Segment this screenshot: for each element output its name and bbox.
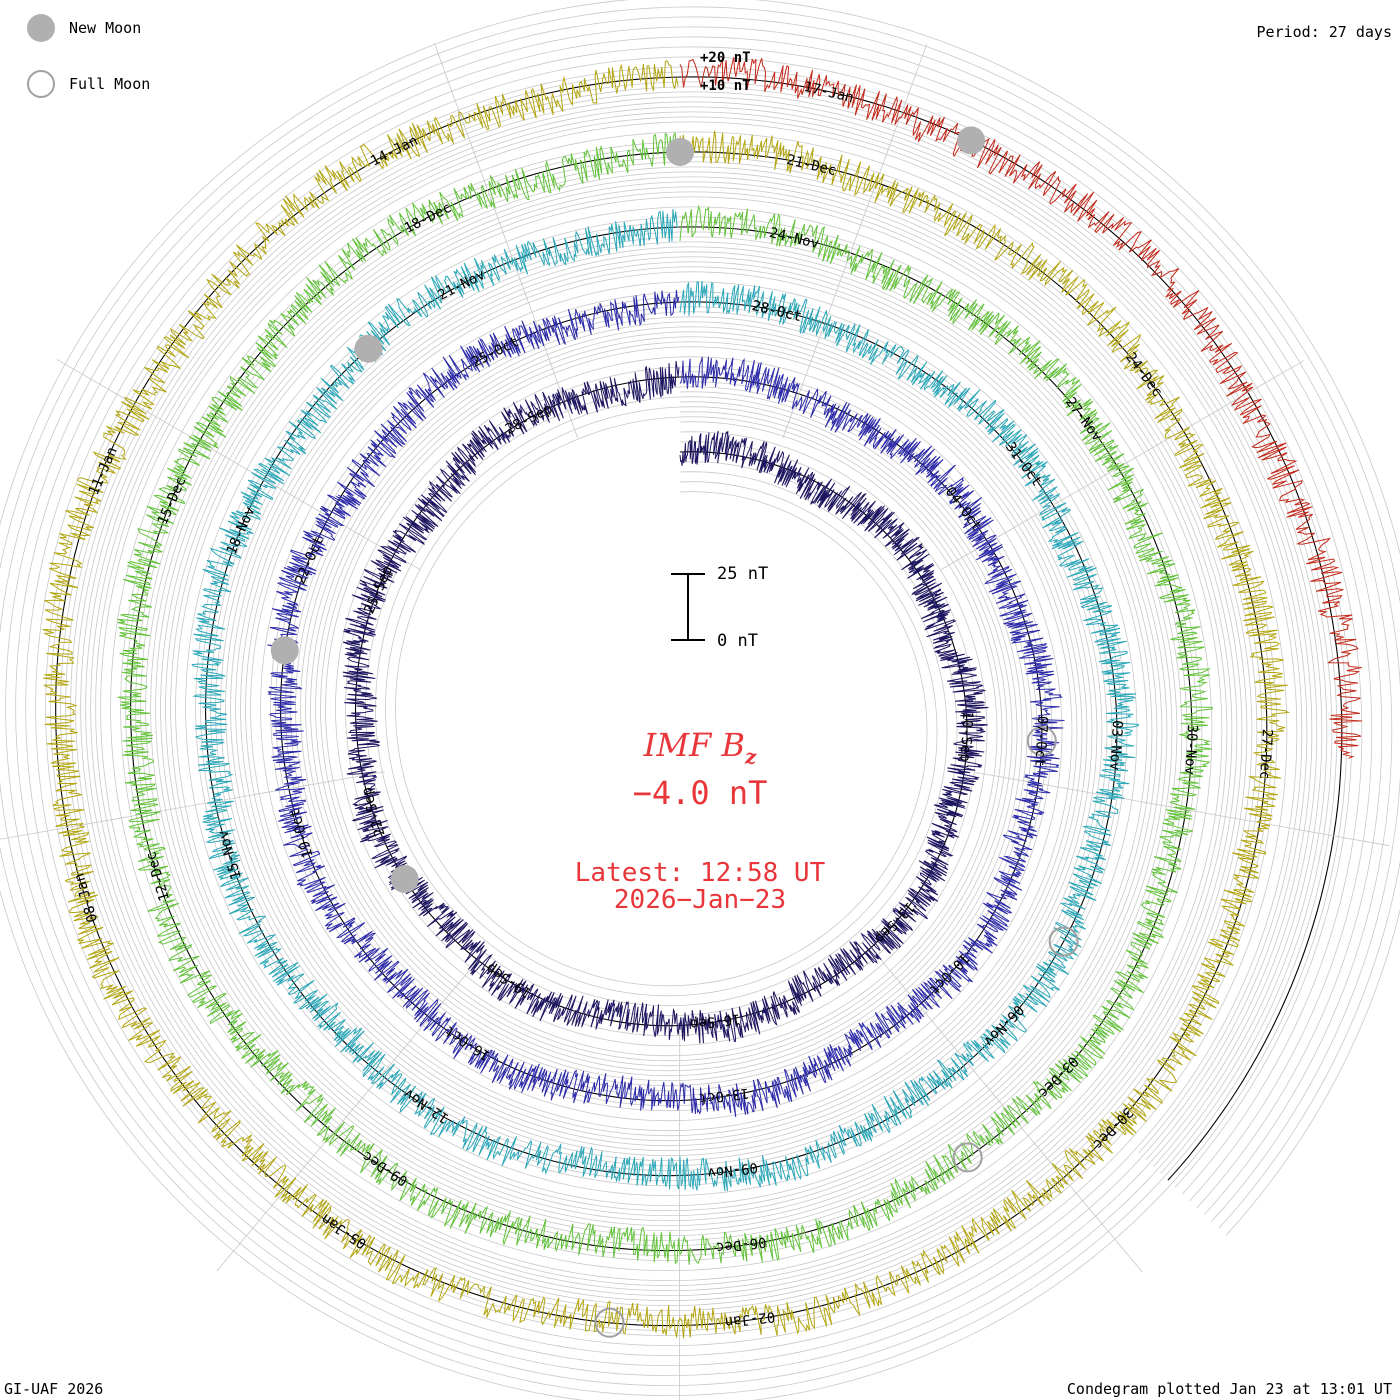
latest-time: Latest: 12:58 UT (574, 858, 826, 888)
period-label: Period: 27 days (1256, 23, 1392, 41)
parameter-name: IMF Bz (0, 726, 1400, 768)
grid-ring (75, 96, 1323, 1306)
plotted-label: Condegram plotted Jan 23 at 13:01 UT (1066, 1380, 1392, 1398)
day-label: 10-Sep (957, 711, 976, 762)
outer-ring-label: +20 nT (700, 50, 751, 66)
grid-spoke (0, 771, 385, 840)
series-line-6 (679, 57, 1363, 759)
grid-ring (65, 86, 1333, 1316)
legend-new-moon: New Moon (27, 14, 141, 42)
series-line-5 (42, 60, 1291, 1339)
grid-ring (25, 46, 1373, 1356)
grid-spoke (434, 43, 579, 439)
grid-ring (95, 116, 1303, 1286)
parameter-subscript: z (744, 744, 757, 769)
day-label: 21-Nov (435, 267, 487, 304)
series-line-2 (267, 289, 1065, 1118)
new-moon-marker (354, 334, 383, 363)
day-label: 30-Nov (1181, 724, 1200, 775)
legend-full-moon: Full Moon (27, 70, 150, 98)
outer-ring-label: +10 nT (700, 78, 751, 94)
new-moon-marker (390, 865, 419, 893)
grid-ring (15, 36, 1383, 1366)
scale-top-label: 25 nT (717, 564, 769, 584)
parameter-value: −4.0 nT (632, 774, 768, 812)
day-label: 13-Oct (698, 1085, 750, 1107)
day-label: 03-Nov (1106, 720, 1125, 771)
legend-new-moon-label: New Moon (69, 19, 142, 37)
scale-bottom-label: 0 nT (717, 631, 758, 651)
legend-full-moon-label: Full Moon (69, 75, 151, 93)
series-line-1 (342, 360, 989, 1044)
parameter-name-text: IMF B (643, 726, 745, 764)
series-line-3 (191, 209, 1139, 1192)
day-label: 16-Sep (689, 1010, 741, 1032)
grid-ring (35, 56, 1363, 1346)
full-moon-icon (27, 70, 55, 98)
outer-ring-labels: +20 nT +10 nT (700, 50, 751, 94)
day-label: 27-Dec (1256, 728, 1275, 779)
scale-bar (671, 573, 705, 641)
grid-spoke (216, 949, 488, 1272)
new-moon-marker (957, 126, 986, 155)
day-label: 14-Jan (368, 133, 420, 170)
day-label: 09-Nov (707, 1159, 759, 1181)
day-label: 07-Oct (1031, 715, 1050, 766)
grid-spoke (782, 43, 928, 439)
grid-ring (5, 26, 1393, 1377)
full-moon-marker (952, 1142, 983, 1173)
full-moon-marker (1048, 926, 1079, 957)
grid-spoke (56, 359, 421, 571)
full-moon-marker (594, 1307, 625, 1338)
day-label: 18-Dec (402, 200, 454, 237)
grid-ring (0, 16, 1400, 1387)
day-label: 02-Jan (724, 1308, 776, 1330)
new-moon-icon (27, 14, 55, 42)
moon-markers (270, 126, 1079, 1338)
grid-ring (85, 106, 1313, 1296)
grid-spokes (0, 43, 1390, 1400)
credit-label: GI-UAF 2026 (4, 1380, 104, 1398)
full-moon-marker (1026, 726, 1057, 757)
new-moon-marker (270, 636, 299, 665)
series-traces (42, 57, 1363, 1339)
day-label: 06-Dec (715, 1234, 767, 1256)
latest-date: 2026−Jan−23 (613, 885, 787, 915)
new-moon-marker (666, 138, 694, 166)
series-line-4 (117, 131, 1213, 1265)
